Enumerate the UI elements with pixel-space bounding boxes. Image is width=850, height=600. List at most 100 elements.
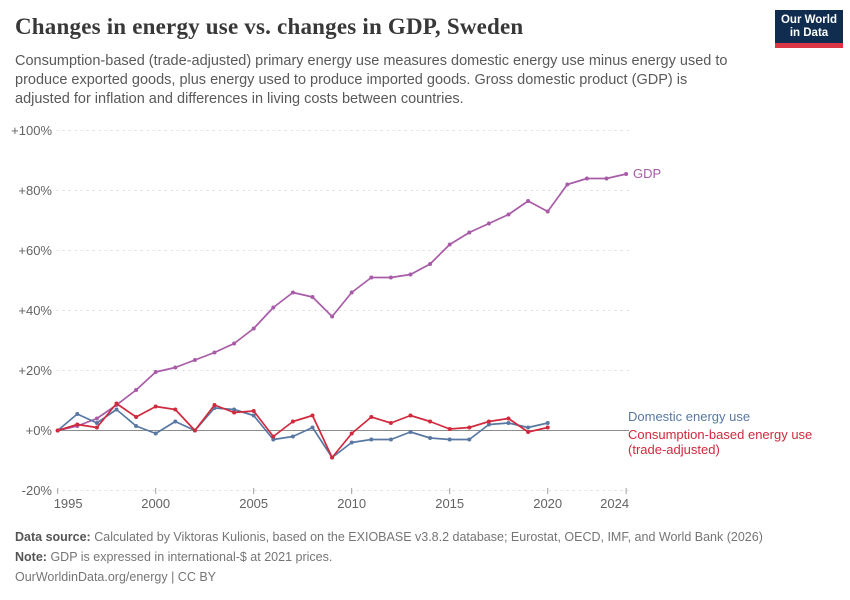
note-label: Note: xyxy=(15,550,47,564)
license-line[interactable]: OurWorldinData.org/energy | CC BY xyxy=(15,570,217,584)
series-marker-consumption-based-energy-use-trade-adjusted xyxy=(486,419,491,424)
series-marker-gdp xyxy=(408,272,413,277)
series-marker-consumption-based-energy-use-trade-adjusted xyxy=(388,421,393,425)
series-marker-gdp xyxy=(232,341,237,346)
series-marker-gdp xyxy=(153,370,158,374)
series-marker-domestic-energy-use xyxy=(526,425,531,430)
owid-logo[interactable]: Our World in Data xyxy=(775,10,843,48)
series-marker-domestic-energy-use xyxy=(310,425,315,430)
x-tick-label: 2015 xyxy=(435,496,465,511)
y-tick-label: +0% xyxy=(25,422,52,438)
series-marker-consumption-based-energy-use-trade-adjusted xyxy=(447,427,452,431)
owid-logo-line1: Our World xyxy=(780,13,837,26)
x-tick-label: 2000 xyxy=(141,496,171,511)
series-marker-consumption-based-energy-use-trade-adjusted xyxy=(271,434,276,439)
series-marker-gdp xyxy=(271,305,276,310)
series-marker-domestic-energy-use xyxy=(75,412,80,416)
series-marker-gdp xyxy=(173,365,178,370)
note-text: GDP is expressed in international-$ at 2… xyxy=(50,550,333,564)
series-marker-consumption-based-energy-use-trade-adjusted xyxy=(330,455,335,460)
series-marker-domestic-energy-use xyxy=(486,422,491,427)
series-marker-consumption-based-energy-use-trade-adjusted xyxy=(173,407,178,412)
series-marker-consumption-based-energy-use-trade-adjusted xyxy=(428,419,433,424)
series-marker-gdp xyxy=(310,295,315,299)
series-marker-gdp xyxy=(604,176,609,181)
series-marker-gdp xyxy=(545,209,550,214)
series-marker-consumption-based-energy-use-trade-adjusted xyxy=(212,403,217,407)
y-tick-label: -20% xyxy=(21,482,52,498)
series-marker-domestic-energy-use xyxy=(134,424,139,428)
series-marker-consumption-based-energy-use-trade-adjusted xyxy=(408,413,413,418)
series-marker-consumption-based-energy-use-trade-adjusted xyxy=(545,425,550,430)
y-tick-label: +60% xyxy=(18,242,52,258)
series-marker-domestic-energy-use xyxy=(467,437,472,442)
y-tick-label: +20% xyxy=(18,362,52,378)
series-marker-consumption-based-energy-use-trade-adjusted xyxy=(310,413,315,418)
series-marker-domestic-energy-use xyxy=(388,437,393,442)
series-marker-consumption-based-energy-use-trade-adjusted xyxy=(153,404,158,409)
series-label-domestic-energy-use[interactable]: Domestic energy use xyxy=(628,409,750,424)
series-marker-consumption-based-energy-use-trade-adjusted xyxy=(526,430,531,434)
series-marker-consumption-based-energy-use-trade-adjusted xyxy=(192,428,197,433)
series-marker-domestic-energy-use xyxy=(545,421,550,425)
series-marker-consumption-based-energy-use-trade-adjusted xyxy=(114,401,119,406)
series-marker-gdp xyxy=(349,290,354,295)
series-marker-domestic-energy-use xyxy=(428,436,433,440)
series-marker-consumption-based-energy-use-trade-adjusted xyxy=(506,416,511,421)
series-marker-gdp xyxy=(192,358,197,362)
data-source-text: Calculated by Viktoras Kulionis, based o… xyxy=(94,530,763,544)
chart-subtitle: Consumption-based (trade-adjusted) prima… xyxy=(15,53,728,107)
series-label-line: Consumption-based energy use xyxy=(628,426,813,442)
series-marker-consumption-based-energy-use-trade-adjusted xyxy=(467,425,472,430)
data-source-line: Data source: Calculated by Viktoras Kuli… xyxy=(15,527,815,547)
series-marker-gdp xyxy=(330,314,335,319)
series-marker-consumption-based-energy-use-trade-adjusted xyxy=(55,428,60,433)
series-marker-consumption-based-energy-use-trade-adjusted xyxy=(290,419,295,424)
y-tick-label: +80% xyxy=(18,182,52,198)
series-marker-gdp xyxy=(388,275,393,280)
series-line-domestic-energy-use xyxy=(56,407,549,459)
chart-canvas[interactable] xyxy=(0,115,850,515)
series-marker-domestic-energy-use xyxy=(173,419,178,424)
series-marker-gdp xyxy=(447,242,452,247)
series-label-line: Domestic energy use xyxy=(628,409,751,424)
x-tick-label: 2020 xyxy=(533,496,563,511)
series-marker-gdp xyxy=(369,275,374,280)
series-marker-domestic-energy-use xyxy=(251,413,256,418)
series-label-consumption-based-energy-use-trade-adjusted[interactable]: Consumption-based energy use (trade-adjus… xyxy=(628,427,812,457)
y-tick-label: +100% xyxy=(11,122,52,138)
x-tick-label: 2024 xyxy=(600,496,630,511)
series-marker-consumption-based-energy-use-trade-adjusted xyxy=(251,409,256,413)
series-marker-gdp xyxy=(94,416,99,421)
series-marker-domestic-energy-use xyxy=(447,437,452,442)
x-tick-label: 2005 xyxy=(239,496,269,511)
x-tick-label: 1995 xyxy=(53,496,83,511)
series-marker-gdp xyxy=(467,230,472,235)
series-marker-domestic-energy-use xyxy=(506,421,511,425)
y-tick-label: +40% xyxy=(18,302,52,318)
series-label-gdp[interactable]: GDP xyxy=(633,166,661,181)
owid-logo-line2: in Data xyxy=(789,26,829,39)
series-marker-gdp xyxy=(624,172,629,176)
series-marker-gdp xyxy=(565,182,570,187)
x-tick-label: 2010 xyxy=(337,496,367,511)
series-line-consumption-based-energy-use-trade-adjusted xyxy=(56,402,549,459)
series-marker-domestic-energy-use xyxy=(290,434,295,439)
series-marker-domestic-energy-use xyxy=(94,421,99,425)
series-marker-gdp xyxy=(212,350,217,355)
series-marker-gdp xyxy=(486,221,491,226)
series-marker-consumption-based-energy-use-trade-adjusted xyxy=(94,425,99,430)
series-marker-gdp xyxy=(506,212,511,217)
series-marker-consumption-based-energy-use-trade-adjusted xyxy=(75,422,80,427)
series-marker-gdp xyxy=(584,176,589,181)
series-marker-consumption-based-energy-use-trade-adjusted xyxy=(232,410,237,415)
series-marker-consumption-based-energy-use-trade-adjusted xyxy=(134,415,139,419)
series-marker-gdp xyxy=(428,262,433,266)
series-marker-domestic-energy-use xyxy=(232,407,237,412)
series-marker-gdp xyxy=(134,388,139,392)
series-marker-consumption-based-energy-use-trade-adjusted xyxy=(349,431,354,436)
series-marker-domestic-energy-use xyxy=(153,431,158,436)
series-marker-domestic-energy-use xyxy=(271,437,276,442)
series-marker-domestic-energy-use xyxy=(408,430,413,434)
